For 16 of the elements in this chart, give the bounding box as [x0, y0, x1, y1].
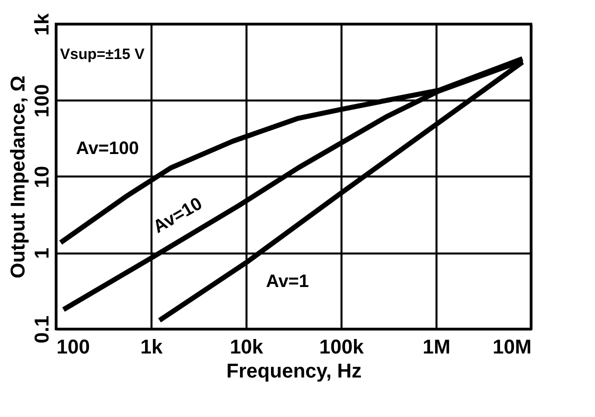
- x-tick-label: 10M: [492, 336, 532, 358]
- x-tick-label: 1M: [422, 336, 450, 358]
- y-tick-label: 0.1: [32, 316, 54, 344]
- y-tick-label: 1k: [32, 12, 54, 36]
- x-tick-label: 100k: [319, 336, 365, 358]
- x-tick-label: 1k: [140, 336, 164, 358]
- series-label: Av=1: [266, 271, 309, 291]
- y-tick-label: 100: [32, 84, 54, 118]
- y-tick-label: 1: [32, 248, 54, 259]
- y-tick-label: 10: [32, 166, 54, 188]
- x-tick-label: 100: [56, 336, 90, 358]
- series-label: Av=100: [76, 138, 139, 158]
- x-axis-title: Frequency, Hz: [226, 360, 362, 382]
- annotation: Vsup=±15 V: [60, 46, 145, 63]
- y-axis-title: Output Impedance, Ω: [8, 76, 30, 278]
- x-tick-label: 10k: [230, 336, 264, 358]
